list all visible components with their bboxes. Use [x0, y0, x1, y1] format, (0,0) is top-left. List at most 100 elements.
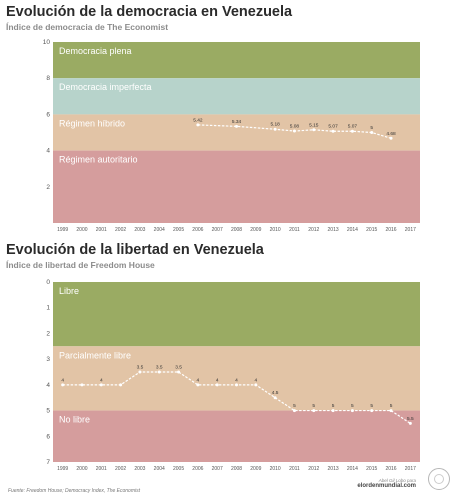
chart2-point-10	[254, 383, 258, 387]
chart1-xtick-8: 2007	[212, 227, 223, 233]
chart2-xtick-12: 2011	[289, 466, 300, 472]
chart1-point-5	[331, 129, 335, 133]
chart2-ytick-2: 2	[46, 330, 50, 337]
democracy-chart: Democracia plena Democracia imperfecta Rég…	[43, 39, 420, 233]
chart1-point-8	[389, 136, 393, 140]
chart1-xtick-11: 2010	[270, 227, 281, 233]
chart1-band-3	[53, 150, 420, 223]
chart1-band-label-3: Régimen autoritario	[59, 155, 138, 165]
chart2-ytick-5: 5	[46, 408, 50, 415]
chart1-data-label-5: 5.07	[328, 124, 338, 130]
chart2-subtitle: Índice de libertad de Freedom House	[6, 260, 155, 270]
chart1-xtick-4: 2003	[134, 227, 145, 233]
chart2-xtick-7: 2006	[192, 466, 203, 472]
chart2-point-6	[177, 370, 181, 374]
chart1-xtick-5: 2004	[154, 227, 165, 233]
chart2-data-label-9: 4	[235, 377, 238, 383]
chart2-band-0	[53, 282, 420, 347]
chart2-data-label-18: 5.5	[407, 416, 414, 422]
brand-site-link[interactable]: elordenmundial.com	[357, 483, 416, 489]
chart2-xtick-17: 2016	[385, 466, 396, 472]
chart1-xtick-1: 2000	[76, 227, 87, 233]
chart1-xtick-6: 2005	[173, 227, 184, 233]
chart1-data-label-7: 5	[370, 125, 373, 131]
chart1-data-label-6: 5.07	[348, 124, 358, 130]
chart2-data-label-13: 5	[312, 403, 315, 409]
chart2-point-4	[138, 370, 142, 374]
chart1-ytick-0: 2	[46, 184, 50, 191]
chart2-title: Evolución de la libertad en Venezuela	[6, 242, 264, 258]
chart1-data-label-1: 5.34	[232, 119, 242, 125]
chart2-xtick-13: 2012	[308, 466, 319, 472]
chart2-point-3	[119, 383, 123, 387]
chart1-xtick-17: 2016	[385, 227, 396, 233]
chart2-ytick-1: 1	[46, 305, 50, 312]
chart2-point-2	[99, 383, 103, 387]
chart1-band-label-0: Democracia plena	[59, 46, 132, 56]
chart2-point-5	[157, 370, 161, 374]
chart2-xtick-5: 2004	[154, 466, 165, 472]
chart1-data-label-2: 5.18	[270, 122, 280, 128]
source-note: Fuente: Freedom House; Democracy Index, …	[8, 488, 141, 494]
chart2-ytick-0: 0	[46, 279, 50, 286]
chart1-point-4	[312, 128, 316, 132]
chart2-ytick-4: 4	[46, 382, 50, 389]
chart2-data-label-2: 4	[100, 377, 103, 383]
chart1-xtick-7: 2006	[192, 227, 203, 233]
chart2-point-15	[350, 409, 354, 413]
chart2-band-1	[53, 346, 420, 411]
chart1-point-6	[350, 129, 354, 133]
chart2-ytick-6: 6	[46, 433, 50, 440]
chart1-ytick-4: 10	[43, 39, 51, 46]
chart1-title: Evolución de la democracia en Venezuela	[6, 4, 293, 20]
chart1-band-label-2: Régimen híbrido	[59, 118, 125, 128]
chart2-data-label-17: 5	[390, 403, 393, 409]
chart2-data-label-11: 4.5	[272, 390, 279, 396]
chart1-xtick-14: 2013	[328, 227, 339, 233]
chart1-xtick-3: 2002	[115, 227, 126, 233]
chart1-band-label-1: Democracia imperfecta	[59, 82, 152, 92]
chart1-xtick-15: 2014	[347, 227, 358, 233]
chart2-xtick-8: 2007	[212, 466, 223, 472]
chart1-data-label-0: 5.42	[193, 117, 203, 123]
chart2-point-7	[196, 383, 200, 387]
chart1-xtick-9: 2008	[231, 227, 242, 233]
chart2-data-label-5: 3.5	[156, 365, 163, 371]
chart2-point-9	[235, 383, 238, 387]
chart2-data-label-8: 4	[216, 377, 219, 383]
chart2-point-0	[61, 383, 65, 387]
chart2-point-16	[370, 409, 374, 413]
chart1-point-0	[196, 123, 200, 127]
chart1-xtick-2: 2001	[96, 227, 107, 233]
chart1-subtitle: Índice de democracia de The Economist	[6, 22, 169, 32]
chart2-xtick-3: 2002	[115, 466, 126, 472]
chart2-point-18	[408, 421, 412, 425]
chart1-xtick-13: 2012	[308, 227, 319, 233]
chart2-data-label-10: 4	[254, 377, 257, 383]
chart2-point-11	[273, 396, 277, 400]
chart2-xtick-15: 2014	[347, 466, 358, 472]
chart1-data-label-4: 5.15	[309, 122, 319, 128]
chart2-xtick-14: 2013	[328, 466, 339, 472]
chart2-xtick-18: 2017	[405, 466, 416, 472]
chart2-data-label-15: 5	[351, 403, 354, 409]
chart2-xtick-16: 2015	[366, 466, 377, 472]
chart2-ytick-7: 7	[46, 459, 50, 466]
chart2-point-14	[331, 409, 335, 413]
chart1-point-7	[370, 131, 374, 134]
chart2-data-label-6: 3.5	[175, 365, 182, 371]
chart2-xtick-10: 2009	[250, 466, 261, 472]
chart2-data-label-12: 5	[293, 403, 296, 409]
chart2-point-17	[389, 409, 393, 413]
chart2-band-label-0: Libre	[59, 286, 79, 296]
brand-credit: Abel Gil Lobo para	[378, 478, 416, 483]
chart2-xtick-9: 2008	[231, 466, 242, 472]
chart1-xtick-18: 2017	[405, 227, 416, 233]
chart1-band-0	[53, 42, 420, 79]
chart2-point-8	[215, 383, 219, 387]
chart1-data-label-3: 5.08	[290, 124, 300, 130]
chart2-xtick-11: 2010	[270, 466, 281, 472]
chart1-ytick-2: 6	[46, 111, 50, 118]
chart2-data-label-7: 4	[197, 377, 200, 383]
globe-logo-icon	[428, 468, 450, 490]
